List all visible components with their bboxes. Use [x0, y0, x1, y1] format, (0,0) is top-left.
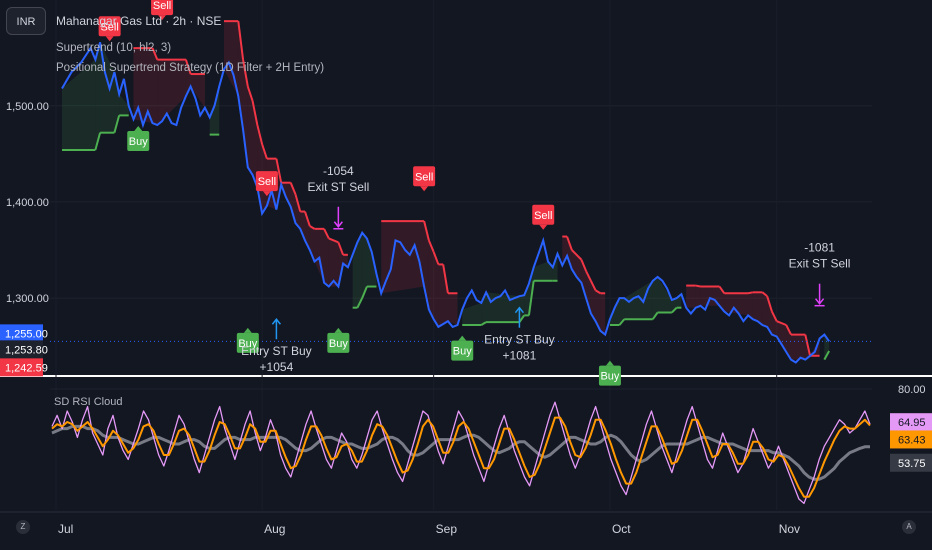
price-tick-label: 1,500.00	[6, 101, 49, 113]
price-axis-label-text: 1,255.00	[5, 328, 48, 340]
supertrend-cloud	[448, 293, 458, 325]
buy-signal-badge: Buy	[451, 336, 473, 361]
sell-badge-pointer	[539, 225, 547, 230]
signal-badge-label: Sell	[534, 210, 552, 222]
supertrend-cloud	[534, 262, 548, 281]
supertrend-cloud	[762, 292, 767, 327]
pane-separator	[0, 375, 932, 377]
buy-badge-pointer	[606, 361, 614, 366]
time-tick-label: Aug	[264, 522, 285, 536]
price-tick-label: 1,400.00	[6, 197, 49, 209]
annotation-text: Exit ST Sell	[789, 257, 851, 271]
supertrend-cloud	[486, 292, 519, 322]
rsi-series-line	[52, 426, 870, 479]
supertrend-indicator-label[interactable]: Supertrend (10, hl2, 3)	[56, 42, 171, 54]
buy-badge-pointer	[244, 328, 252, 333]
signal-badge-label: Sell	[258, 176, 276, 188]
rsi-value-label-text: 53.75	[898, 458, 926, 470]
annotation-text: +1081	[503, 349, 537, 363]
rsi-value-label: 64.95	[890, 413, 932, 431]
annotation-text: +1054	[260, 360, 294, 374]
supertrend-cloud	[686, 286, 696, 308]
supertrend-cloud	[357, 233, 362, 308]
sell-signal-badge: Sell	[413, 166, 435, 191]
sell-badge-pointer	[420, 186, 428, 191]
signal-badge-label: Buy	[600, 371, 619, 383]
signal-badge-label: Buy	[453, 346, 472, 358]
time-tick-label: Nov	[779, 522, 800, 536]
price-tick-label: 1,300.00	[6, 293, 49, 305]
buy-badge-pointer	[134, 126, 142, 131]
strategy-annotation: Entry ST Buy +1054	[241, 319, 311, 374]
rsi-tick-label: 80.00	[898, 384, 926, 396]
time-tick-label: Jul	[58, 522, 73, 536]
buy-badge-pointer	[458, 336, 466, 341]
buy-signal-badge: Buy	[127, 126, 149, 151]
sell-badge-pointer	[106, 36, 114, 41]
strategy-annotation: -1054 Exit ST Sell	[307, 164, 369, 229]
annotation-text: Entry ST Buy	[484, 333, 554, 347]
buy-signal-badge: Buy	[599, 361, 621, 386]
rsi-value-label-text: 63.43	[898, 434, 926, 446]
signal-badge-label: Buy	[329, 338, 348, 350]
supertrend-cloud	[438, 264, 443, 327]
annotation-text: Exit ST Sell	[307, 180, 369, 194]
rsi-value-label: 53.75	[890, 454, 932, 472]
sell-signal-badge: Sell	[532, 205, 554, 230]
annotation-text: -1054	[323, 164, 354, 178]
signal-badge-label: Sell	[153, 0, 171, 12]
supertrend-cloud	[600, 293, 605, 334]
timezone-icon[interactable]: Z	[16, 520, 30, 534]
rsi-value-label-text: 64.95	[898, 417, 926, 429]
auto-scale-icon[interactable]: A	[902, 520, 916, 534]
signal-badge-label: Buy	[129, 136, 148, 148]
chart-title: Mahanagar Gas Ltd · 2h · NSE	[56, 14, 221, 28]
strategy-annotation: -1081 Exit ST Sell	[789, 241, 851, 306]
price-axis-label: 1,253.80	[0, 340, 48, 358]
currency-button[interactable]: INR	[6, 7, 46, 35]
rsi-pane-title[interactable]: SD RSI Cloud	[54, 396, 122, 408]
time-tick-label: Sep	[436, 522, 458, 536]
supertrend-cloud	[367, 238, 377, 286]
price-axis-label: 1,242.59	[0, 358, 48, 376]
price-axis-label: 1,255.00	[0, 324, 48, 342]
rsi-series-line	[52, 402, 870, 503]
price-axis-label-text: 1,242.59	[5, 362, 48, 374]
supertrend-segment	[696, 286, 701, 287]
time-tick-label: Oct	[612, 522, 631, 536]
supertrend-segment	[748, 292, 753, 293]
rsi-value-label: 63.43	[890, 430, 932, 448]
supertrend-cloud	[696, 286, 701, 308]
buy-badge-pointer	[334, 328, 342, 333]
annotation-text: -1081	[804, 241, 835, 255]
supertrend-cloud	[777, 321, 787, 352]
signal-badge-label: Sell	[415, 171, 433, 183]
supertrend-cloud	[462, 303, 481, 325]
annotation-text: Entry ST Buy	[241, 344, 311, 358]
buy-signal-badge: Buy	[327, 328, 349, 353]
supertrend-cloud	[791, 335, 805, 360]
price-axis-label-text: 1,253.80	[5, 344, 48, 356]
strategy-indicator-label[interactable]: Positional Supertrend Strategy (1D Filte…	[56, 62, 324, 74]
